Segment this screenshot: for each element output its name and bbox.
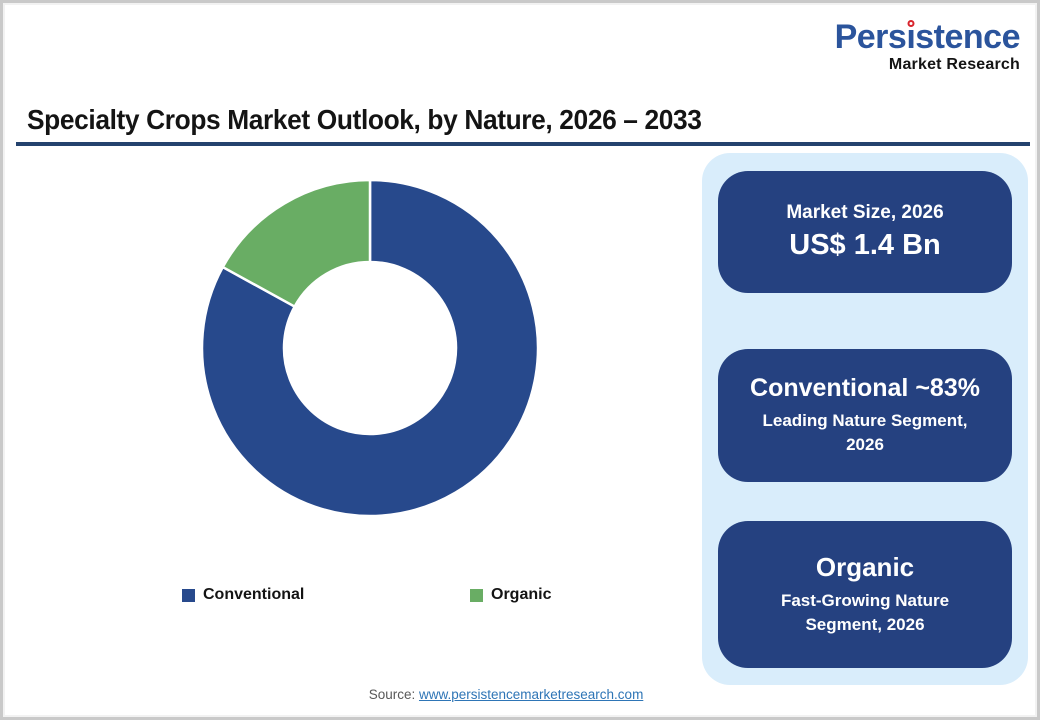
source-line: Source: www.persistencemarketresearch.co… bbox=[0, 687, 1012, 702]
leading-segment-sub: Leading Nature Segment, 2026 bbox=[762, 411, 968, 454]
chart-legend: Conventional Organic bbox=[0, 586, 702, 610]
legend-item-organic: Organic bbox=[470, 586, 551, 604]
title-underline bbox=[16, 142, 1030, 146]
highlights-panel: Market Size, 2026 US$ 1.4 Bn Conventiona… bbox=[702, 153, 1028, 685]
leading-segment-card: Conventional ~83% Leading Nature Segment… bbox=[718, 349, 1012, 482]
donut-segment-organic bbox=[221, 178, 372, 308]
source-label: Source: bbox=[368, 687, 416, 702]
conventional-swatch-icon bbox=[182, 588, 195, 602]
donut-segment-conventional bbox=[200, 178, 540, 518]
market-size-value: US$ 1.4 Bn bbox=[789, 229, 941, 261]
donut-chart bbox=[200, 178, 540, 518]
page-title: Specialty Crops Market Outlook, by Natur… bbox=[27, 104, 702, 135]
fast-growing-segment-sub: Fast-Growing Nature Segment, 2026 bbox=[780, 591, 950, 634]
market-size-heading: Market Size, 2026 bbox=[786, 202, 944, 223]
logo-tagline: Market Research bbox=[888, 55, 1020, 73]
legend-label-conventional: Conventional bbox=[203, 586, 305, 603]
legend-label-organic: Organic bbox=[491, 586, 552, 603]
logo-wordmark: Persıstence bbox=[834, 18, 1021, 56]
leading-segment-heading: Conventional ~83% bbox=[750, 374, 980, 403]
source-link[interactable]: www.persistencemarketresearch.com bbox=[418, 687, 644, 702]
legend-item-conventional: Conventional bbox=[182, 586, 304, 604]
fast-growing-segment-heading: Organic bbox=[815, 552, 915, 583]
fast-growing-segment-card: Organic Fast-Growing Nature Segment, 202… bbox=[718, 521, 1012, 668]
logo-red-dot-i: ı bbox=[906, 18, 916, 56]
logo: Persıstence Market Research bbox=[834, 18, 1021, 73]
market-size-card: Market Size, 2026 US$ 1.4 Bn bbox=[718, 171, 1012, 293]
organic-swatch-icon bbox=[470, 588, 483, 602]
